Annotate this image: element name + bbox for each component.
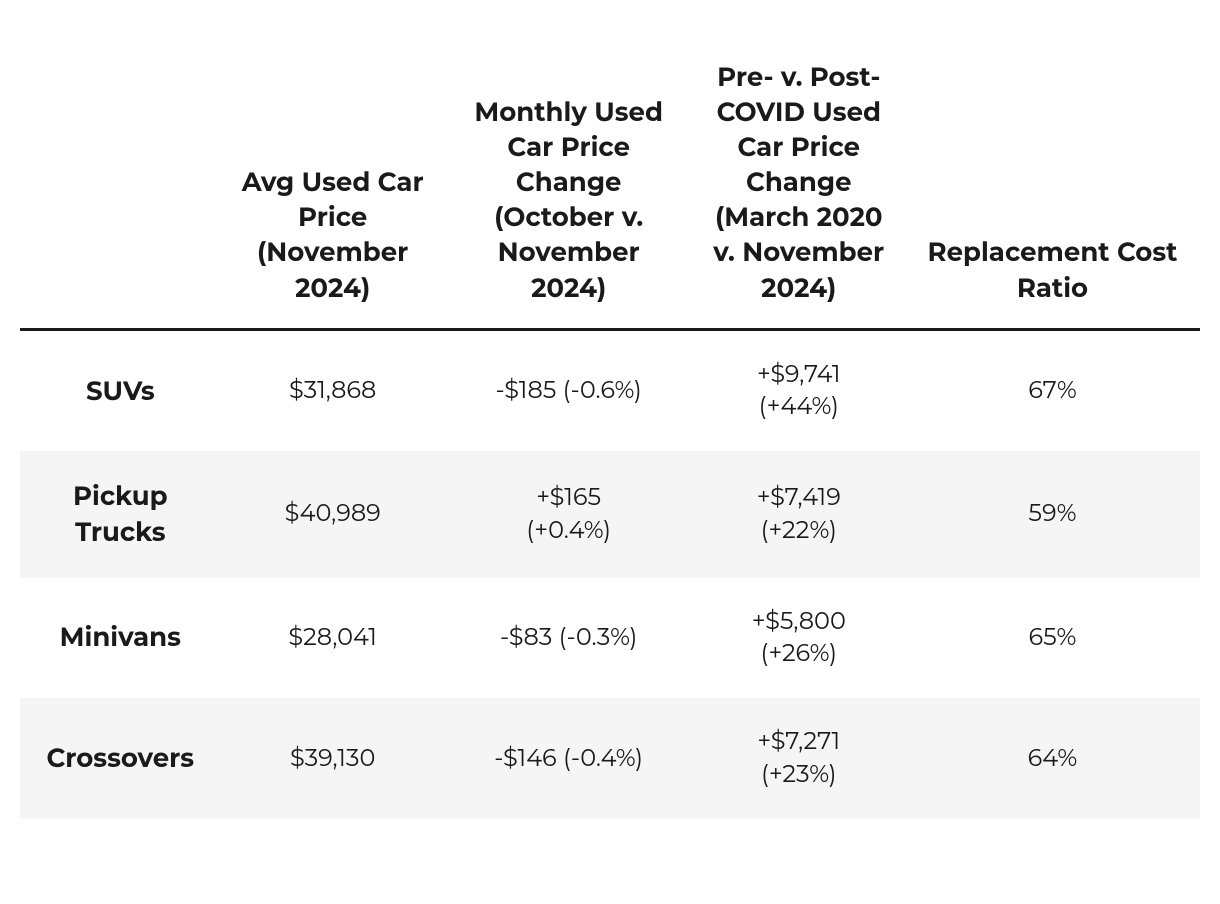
- cell-replacement-ratio: 59%: [905, 451, 1200, 577]
- cell-monthly-change: -$185 (-0.6%): [445, 329, 693, 451]
- row-label: SUVs: [20, 329, 221, 451]
- col-header-avg-price: Avg Used Car Price (November 2024): [221, 20, 445, 329]
- table-row: Crossovers $39,130 -$146 (-0.4%) +$7,271…: [20, 698, 1200, 819]
- cell-avg-price: $28,041: [221, 578, 445, 699]
- col-header-covid-change: Pre- v. Post-COVID Used Car Price Change…: [693, 20, 905, 329]
- cell-covid-change-line2: (+22%): [709, 515, 889, 547]
- cell-covid-change: +$7,271 (+23%): [693, 698, 905, 819]
- cell-monthly-change-line1: -$185 (-0.6%): [461, 375, 677, 407]
- cell-covid-change-line1: +$7,271: [709, 726, 889, 758]
- cell-covid-change: +$5,800 (+26%): [693, 578, 905, 699]
- col-header-monthly-change: Monthly Used Car Price Change (October v…: [445, 20, 693, 329]
- row-label: Pickup Trucks: [20, 451, 221, 577]
- row-label: Minivans: [20, 578, 221, 699]
- cell-covid-change-line1: +$9,741: [709, 359, 889, 391]
- table-body: SUVs $31,868 -$185 (-0.6%) +$9,741 (+44%…: [20, 329, 1200, 819]
- cell-avg-price: $39,130: [221, 698, 445, 819]
- cell-avg-price: $31,868: [221, 329, 445, 451]
- table-header-row: Avg Used Car Price (November 2024) Month…: [20, 20, 1200, 329]
- cell-covid-change-line1: +$5,800: [709, 606, 889, 638]
- cell-monthly-change: -$83 (-0.3%): [445, 578, 693, 699]
- col-header-replacement-ratio: Replacement Cost Ratio: [905, 20, 1200, 329]
- cell-covid-change: +$9,741 (+44%): [693, 329, 905, 451]
- cell-covid-change-line2: (+44%): [709, 391, 889, 423]
- cell-monthly-change-line1: -$146 (-0.4%): [461, 743, 677, 775]
- cell-replacement-ratio: 67%: [905, 329, 1200, 451]
- table-container: Avg Used Car Price (November 2024) Month…: [0, 0, 1220, 859]
- used-car-price-table: Avg Used Car Price (November 2024) Month…: [20, 20, 1200, 819]
- cell-covid-change: +$7,419 (+22%): [693, 451, 905, 577]
- cell-covid-change-line1: +$7,419: [709, 482, 889, 514]
- table-row: SUVs $31,868 -$185 (-0.6%) +$9,741 (+44%…: [20, 329, 1200, 451]
- cell-covid-change-line2: (+26%): [709, 638, 889, 670]
- row-label: Crossovers: [20, 698, 221, 819]
- col-header-blank: [20, 20, 221, 329]
- cell-replacement-ratio: 65%: [905, 578, 1200, 699]
- cell-avg-price: $40,989: [221, 451, 445, 577]
- cell-covid-change-line2: (+23%): [709, 759, 889, 791]
- cell-monthly-change: +$165 (+0.4%): [445, 451, 693, 577]
- cell-replacement-ratio: 64%: [905, 698, 1200, 819]
- table-row: Minivans $28,041 -$83 (-0.3%) +$5,800 (+…: [20, 578, 1200, 699]
- cell-monthly-change: -$146 (-0.4%): [445, 698, 693, 819]
- cell-monthly-change-line1: +$165: [461, 482, 677, 514]
- cell-monthly-change-line2: (+0.4%): [461, 515, 677, 547]
- table-row: Pickup Trucks $40,989 +$165 (+0.4%) +$7,…: [20, 451, 1200, 577]
- cell-monthly-change-line1: -$83 (-0.3%): [461, 622, 677, 654]
